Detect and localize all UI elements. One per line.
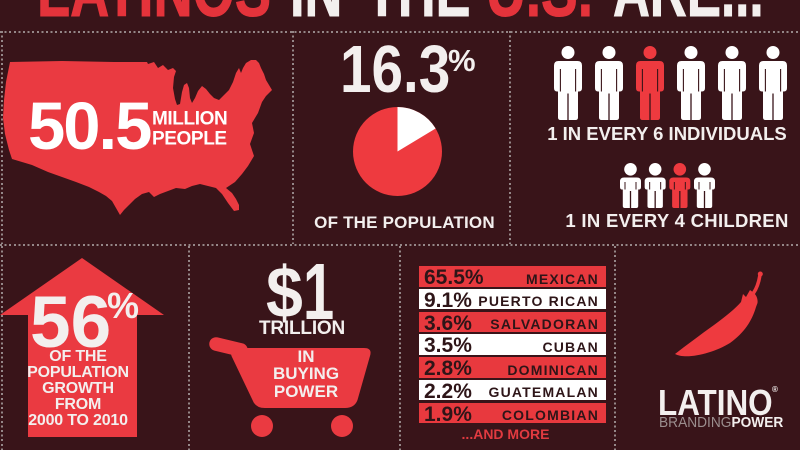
svg-text:PEOPLE: PEOPLE [152,129,227,150]
svg-text:MILLION: MILLION [152,109,227,130]
svg-text:50.5: 50.5 [28,89,151,164]
